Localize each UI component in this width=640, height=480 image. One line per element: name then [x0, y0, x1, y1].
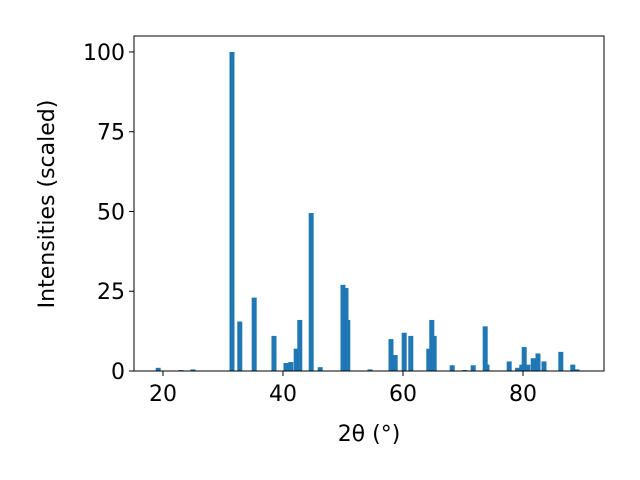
bar	[484, 364, 490, 371]
y-tick-label: 50	[97, 200, 125, 225]
bar	[431, 335, 437, 371]
bar	[367, 369, 373, 371]
bar	[190, 369, 196, 371]
bar	[340, 284, 346, 371]
plot-frame	[133, 35, 605, 372]
bar	[570, 364, 576, 371]
bar	[308, 213, 314, 371]
bar	[525, 364, 531, 371]
y-tick-label: 0	[111, 360, 125, 385]
bar	[449, 365, 455, 371]
bar	[408, 335, 414, 371]
bar	[515, 367, 521, 371]
x-tick-label: 40	[269, 382, 297, 407]
y-tick-label: 25	[97, 280, 125, 305]
bar	[392, 355, 398, 371]
x-tick-label: 80	[509, 382, 537, 407]
bar	[283, 363, 289, 371]
bar	[558, 351, 564, 371]
bar	[288, 362, 294, 371]
bar	[530, 358, 536, 371]
bar	[506, 361, 512, 371]
bar	[541, 361, 547, 371]
bar	[345, 319, 351, 371]
bar	[521, 347, 527, 371]
bar	[229, 51, 235, 371]
bar	[293, 348, 299, 371]
bar	[426, 348, 432, 371]
bar	[401, 332, 407, 371]
x-tick-label: 60	[389, 382, 417, 407]
y-tick-label: 75	[97, 121, 125, 146]
bar	[297, 319, 303, 371]
bar	[482, 326, 488, 371]
bar	[470, 365, 476, 371]
bar	[317, 367, 323, 371]
bar	[574, 369, 580, 371]
bar	[155, 367, 161, 371]
x-axis-label: 2θ (°)	[338, 422, 401, 447]
bar	[237, 321, 243, 371]
bar	[271, 335, 277, 371]
bar	[251, 297, 257, 371]
bar	[535, 353, 541, 371]
y-tick-label: 100	[83, 41, 125, 66]
x-tick-label: 20	[149, 382, 177, 407]
y-axis-label: Intensities (scaled)	[35, 100, 60, 309]
bar	[388, 339, 394, 371]
